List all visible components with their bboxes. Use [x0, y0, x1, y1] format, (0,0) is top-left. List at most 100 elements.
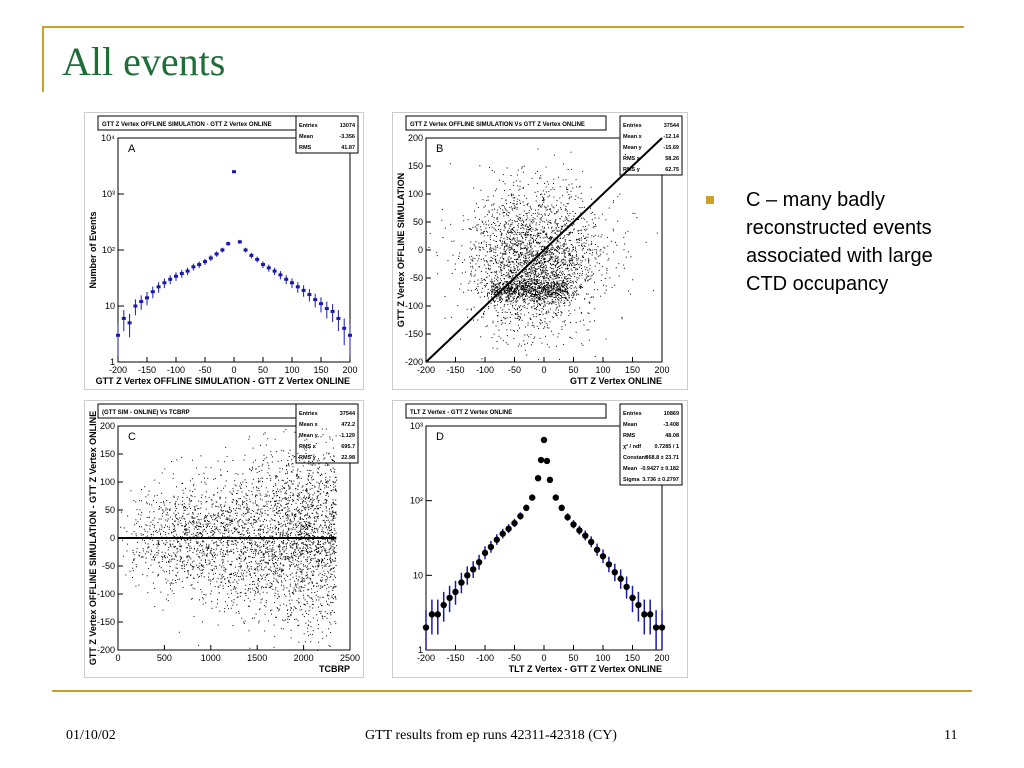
scatter-point: [550, 263, 552, 265]
scatter-point: [544, 290, 546, 292]
scatter-point: [515, 292, 517, 294]
scatter-point: [477, 206, 479, 208]
scatter-point: [510, 321, 512, 323]
scatter-point: [520, 287, 522, 289]
scatter-point: [248, 630, 250, 632]
scatter-point: [325, 563, 327, 565]
scatter-point: [523, 247, 525, 249]
scatter-point: [290, 497, 292, 499]
scatter-point: [555, 292, 557, 294]
scatter-point: [508, 227, 510, 229]
scatter-point: [567, 218, 569, 220]
scatter-point: [310, 559, 312, 561]
scatter-point: [511, 272, 513, 274]
scatter-point: [542, 237, 544, 239]
scatter-point: [513, 338, 515, 340]
scatter-point: [529, 219, 531, 221]
scatter-point: [529, 243, 531, 245]
scatter-point: [540, 175, 542, 177]
scatter-point: [283, 487, 285, 489]
scatter-point: [317, 500, 319, 502]
scatter-point: [546, 260, 548, 262]
scatter-point: [499, 252, 501, 254]
scatter-point: [537, 232, 539, 234]
scatter-point: [589, 302, 591, 304]
scatter-point: [565, 298, 567, 300]
scatter-point: [509, 295, 511, 297]
scatter-point: [571, 225, 573, 227]
scatter-point: [500, 234, 502, 236]
scatter-point: [221, 542, 223, 544]
x-tick-label: 0: [231, 365, 236, 375]
scatter-point: [549, 296, 551, 298]
scatter-point: [575, 321, 577, 323]
scatter-point: [306, 447, 308, 449]
scatter-point: [591, 243, 593, 245]
scatter-point: [567, 280, 569, 282]
scatter-point: [208, 512, 210, 514]
scatter-point: [563, 284, 565, 286]
scatter-point: [521, 295, 523, 297]
x-tick-label: 0: [115, 653, 120, 663]
scatter-point: [158, 530, 160, 532]
scatter-point: [212, 533, 214, 535]
scatter-point: [553, 283, 555, 285]
scatter-point: [245, 575, 247, 577]
scatter-point: [483, 311, 485, 313]
scatter-point: [242, 579, 244, 581]
scatter-point: [185, 529, 187, 531]
scatter-point: [496, 292, 498, 294]
scatter-point: [505, 222, 507, 224]
scatter-point: [229, 515, 231, 517]
scatter-point: [491, 292, 493, 294]
scatter-point: [538, 286, 540, 288]
y-tick-label: -150: [97, 617, 115, 627]
scatter-point: [122, 539, 124, 541]
scatter-point: [521, 285, 523, 287]
scatter-point: [490, 256, 492, 258]
scatter-point: [545, 186, 547, 188]
scatter-point: [332, 501, 334, 503]
scatter-point: [551, 231, 553, 233]
scatter-point: [480, 316, 482, 318]
scatter-point: [580, 312, 582, 314]
scatter-point: [197, 566, 199, 568]
scatter-point: [495, 252, 497, 254]
scatter-point: [519, 297, 521, 299]
scatter-point: [507, 304, 509, 306]
y-tick-label: 10: [105, 301, 115, 311]
scatter-point: [503, 263, 505, 265]
scatter-point: [307, 505, 309, 507]
scatter-point: [316, 516, 318, 518]
scatter-point: [556, 307, 558, 309]
scatter-point: [505, 296, 507, 298]
scatter-point: [496, 261, 498, 263]
scatter-point: [542, 263, 544, 265]
scatter-point: [520, 227, 522, 229]
scatter-point: [217, 487, 219, 489]
scatter-point: [325, 565, 327, 567]
scatter-point: [243, 553, 245, 555]
scatter-point: [525, 234, 527, 236]
scatter-point: [523, 340, 525, 342]
scatter-point: [567, 274, 569, 276]
scatter-point: [442, 237, 444, 239]
scatter-point: [316, 481, 318, 483]
scatter-point: [552, 247, 554, 249]
scatter-point: [523, 287, 525, 289]
scatter-point: [556, 283, 558, 285]
scatter-point: [508, 290, 510, 292]
scatter-point: [585, 277, 587, 279]
scatter-point: [263, 556, 265, 558]
scatter-point: [510, 289, 512, 291]
scatter-point: [287, 518, 289, 520]
scatter-point: [569, 232, 571, 234]
scatter-point: [509, 219, 511, 221]
scatter-point: [513, 307, 515, 309]
scatter-point: [535, 271, 537, 273]
scatter-point: [527, 226, 529, 228]
scatter-point: [556, 274, 558, 276]
scatter-point: [293, 509, 295, 511]
scatter-point: [600, 236, 602, 238]
scatter-point: [509, 294, 511, 296]
